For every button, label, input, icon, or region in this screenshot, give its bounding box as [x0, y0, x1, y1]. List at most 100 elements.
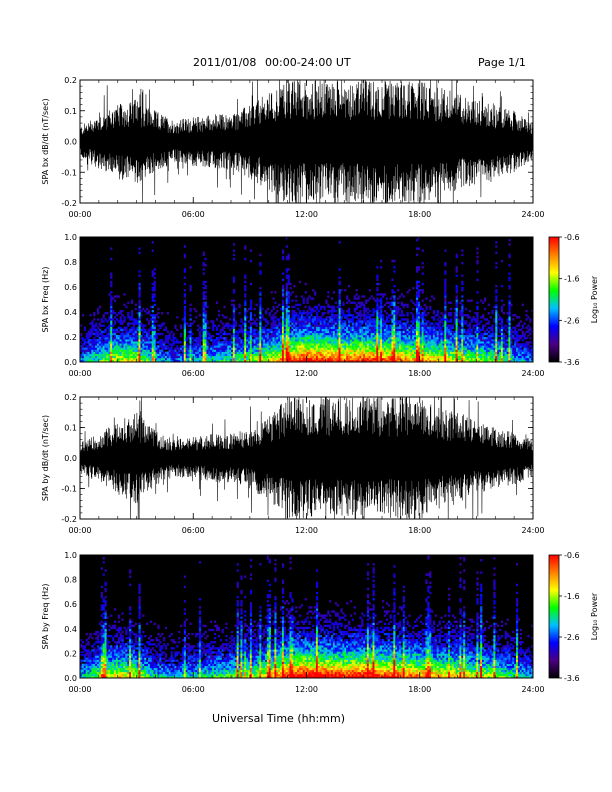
heatmap-cell — [370, 322, 373, 325]
heatmap-cell — [474, 318, 477, 321]
heatmap-cell — [383, 349, 387, 352]
heatmap-cell — [334, 355, 337, 359]
heatmap-cell — [397, 326, 400, 329]
heatmap-cell — [278, 320, 281, 323]
heatmap-cell — [210, 357, 213, 361]
heatmap-cell — [197, 324, 200, 327]
heatmap-cell — [378, 351, 381, 354]
heatmap-cell — [361, 330, 364, 334]
heatmap-cell — [98, 353, 102, 357]
heatmap-cell — [419, 337, 422, 340]
heatmap-cell — [429, 326, 432, 329]
heatmap-cell — [95, 332, 98, 336]
heatmap-cell — [472, 349, 475, 352]
heatmap-cell — [368, 318, 371, 321]
heatmap-cell — [380, 307, 383, 311]
heatmap-cell — [142, 349, 145, 352]
heatmap-cell — [491, 349, 494, 352]
heatmap-cell — [153, 314, 156, 317]
heatmap-cell — [146, 334, 149, 338]
heatmap-cell — [344, 330, 347, 334]
heatmap-cell — [138, 291, 141, 294]
heatmap-cell — [361, 314, 364, 317]
heatmap-cell — [232, 299, 236, 302]
heatmap-cell — [412, 334, 415, 338]
heatmap-cell — [223, 305, 226, 309]
heatmap-cell — [261, 307, 264, 311]
heatmap-cell — [242, 357, 245, 361]
heatmap-cell — [317, 357, 321, 361]
heatmap-cell — [232, 278, 236, 282]
heatmap-cell — [95, 341, 98, 344]
heatmap-cell — [96, 332, 100, 336]
heatmap-cell — [414, 332, 417, 336]
heatmap-cell — [417, 316, 421, 319]
heatmap-cell — [457, 318, 460, 321]
heatmap-cell — [359, 330, 362, 334]
heatmap-cell — [402, 332, 405, 336]
heatmap-cell — [202, 293, 205, 296]
heatmap-cell — [329, 324, 332, 327]
heatmap-cell — [412, 318, 415, 321]
heatmap-cell — [438, 349, 441, 352]
heatmap-cell — [246, 353, 249, 357]
heatmap-cell — [146, 312, 149, 315]
heatmap-cell — [315, 324, 319, 327]
heatmap-cell — [372, 339, 375, 342]
heatmap-cell — [110, 332, 113, 336]
heatmap-cell — [359, 301, 362, 304]
heatmap-cell — [123, 341, 126, 344]
heatmap-cell — [455, 301, 458, 304]
heatmap-cell — [380, 301, 383, 304]
heatmap-cell — [298, 330, 302, 334]
heatmap-cell — [212, 324, 215, 327]
heatmap-cell — [113, 345, 117, 348]
heatmap-cell — [198, 347, 202, 350]
heatmap-cell — [376, 349, 379, 352]
heatmap-cell — [187, 347, 190, 350]
heatmap-cell — [417, 247, 421, 250]
heatmap-cell — [331, 349, 334, 352]
heatmap-cell — [327, 349, 330, 352]
heatmap-cell — [278, 347, 281, 350]
heatmap-cell — [312, 355, 315, 359]
heatmap-cell — [270, 359, 273, 363]
heatmap-cell — [476, 343, 479, 346]
heatmap-cell — [298, 351, 302, 354]
heatmap-cell — [385, 324, 388, 327]
heatmap-cell — [314, 324, 317, 327]
heatmap-cell — [325, 316, 328, 319]
heatmap-cell — [217, 324, 220, 327]
heatmap-cell — [402, 349, 405, 352]
heatmap-cell — [446, 334, 449, 338]
heatmap-cell — [270, 343, 273, 346]
heatmap-cell — [176, 328, 179, 332]
heatmap-cell — [306, 337, 309, 340]
heatmap-cell — [455, 303, 458, 307]
heatmap-cell — [238, 353, 241, 357]
heatmap-cell — [121, 359, 124, 363]
heatmap-cell — [110, 297, 113, 300]
heatmap-cell — [317, 341, 321, 344]
heatmap-cell — [255, 328, 258, 332]
heatmap-cell — [221, 355, 224, 359]
heatmap-cell — [308, 353, 311, 357]
heatmap-cell — [448, 359, 451, 363]
heatmap-cell — [270, 353, 273, 357]
heatmap-cell — [383, 355, 387, 359]
heatmap-cell — [121, 345, 124, 348]
heatmap-cell — [259, 312, 262, 315]
heatmap-cell — [138, 282, 141, 286]
heatmap-cell — [436, 318, 439, 321]
heatmap-cell — [266, 343, 270, 346]
heatmap-cell — [353, 307, 356, 311]
heatmap-cell — [423, 355, 426, 359]
heatmap-cell — [214, 357, 217, 361]
heatmap-cell — [238, 341, 241, 344]
heatmap-cell — [449, 307, 453, 311]
heatmap-cell — [95, 322, 98, 325]
heatmap-cell — [468, 326, 472, 329]
heatmap-cell — [272, 343, 275, 346]
heatmap-cell — [380, 351, 383, 354]
heatmap-cell — [181, 318, 185, 321]
